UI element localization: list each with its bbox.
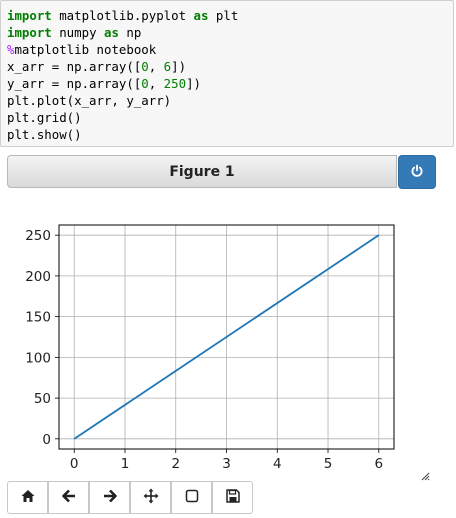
y-tick-label: 0 — [42, 432, 51, 448]
x-tick-label: 4 — [273, 456, 282, 472]
back-button[interactable] — [48, 481, 89, 514]
x-tick-label: 2 — [171, 456, 180, 472]
x-tick-label: 3 — [222, 456, 231, 472]
zoom-rect-icon — [184, 488, 200, 508]
y-tick-label: 200 — [25, 269, 51, 285]
figure-canvas[interactable]: 0 1 2 3 4 5 6 0 50 100 150 200 250 — [0, 200, 456, 480]
code-text: ]) — [186, 76, 201, 91]
figure-toolbar — [7, 481, 253, 515]
y-tick-label: 50 — [34, 391, 51, 407]
keyword: import — [7, 25, 52, 40]
code-cell[interactable]: import matplotlib.pyplot as plt import n… — [0, 0, 454, 147]
back-arrow-icon — [61, 488, 77, 508]
code-text: , — [148, 59, 164, 74]
code-line-6: plt.plot(x_arr, y_arr) — [7, 93, 172, 108]
line-chart: 0 1 2 3 4 5 6 0 50 100 150 200 250 — [25, 224, 395, 472]
code-line-8: plt.show() — [7, 127, 82, 142]
figure-title-bar: Figure 1 — [7, 155, 397, 188]
code-text: np — [118, 25, 142, 40]
y-tick-label: 100 — [25, 350, 51, 366]
x-tick-label: 5 — [324, 456, 333, 472]
keyword: as — [103, 25, 119, 40]
code-line-4: x_arr = np.array([0, 6]) — [7, 58, 453, 75]
code-text: , — [148, 76, 164, 91]
code-text: matplotlib notebook — [14, 42, 157, 57]
keyword: import — [7, 8, 52, 23]
save-button[interactable] — [212, 481, 253, 514]
x-tick-label: 6 — [374, 456, 383, 472]
x-tick-label: 0 — [70, 456, 79, 472]
y-tick-label: 150 — [25, 310, 51, 326]
resize-handle-icon[interactable] — [420, 466, 430, 485]
code-line-3: %matplotlib notebook — [7, 41, 453, 58]
number-literal: 250 — [163, 76, 187, 91]
keyword: as — [193, 8, 209, 23]
code-text: numpy — [51, 25, 104, 40]
power-icon — [410, 163, 424, 182]
code-text: plt — [208, 8, 239, 23]
magic-percent: % — [7, 42, 15, 57]
zoom-rect-button[interactable] — [171, 481, 212, 514]
pan-button[interactable] — [130, 481, 171, 514]
close-figure-button[interactable] — [398, 155, 436, 189]
code-text: y_arr = np.array([ — [7, 76, 142, 91]
figure-title: Figure 1 — [169, 163, 235, 180]
y-tick-label: 250 — [25, 228, 51, 244]
forward-arrow-icon — [102, 488, 118, 508]
x-tick-label: 1 — [121, 456, 130, 472]
forward-button[interactable] — [89, 481, 130, 514]
code-line-1: import matplotlib.pyplot as plt — [7, 7, 453, 24]
save-icon — [225, 488, 241, 508]
code-line-2: import numpy as np — [7, 24, 453, 41]
code-text: ]) — [171, 59, 187, 74]
number-literal: 6 — [163, 59, 172, 74]
code-text: x_arr = np.array([ — [7, 59, 142, 74]
code-line-5: y_arr = np.array([0, 250]) — [7, 75, 453, 92]
home-button[interactable] — [7, 481, 48, 514]
number-literal: 0 — [141, 59, 149, 74]
series-line — [73, 234, 380, 440]
pan-move-icon — [143, 488, 159, 508]
home-icon — [20, 488, 36, 508]
code-text: matplotlib.pyplot — [51, 8, 194, 23]
number-literal: 0 — [141, 76, 149, 91]
code-line-7: plt.grid() — [7, 110, 82, 125]
